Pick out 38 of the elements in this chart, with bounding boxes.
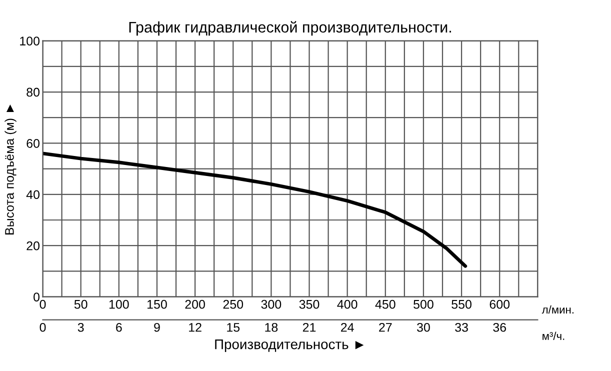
x-tick-label: 300 xyxy=(261,300,282,309)
x2-tick-label: 12 xyxy=(189,322,202,332)
x-axis-title: Производительность ► xyxy=(215,340,364,352)
x-tick-label: 400 xyxy=(337,300,358,309)
chart-title: График гидравлической производительности. xyxy=(129,21,451,36)
x2-tick-label: 3 xyxy=(78,322,84,332)
x2-tick-label: 33 xyxy=(455,322,468,332)
x2-tick-label: 27 xyxy=(379,322,392,332)
y-tick-label: 80 xyxy=(26,88,40,97)
x2-axis-title: м³/ч. xyxy=(542,332,564,340)
x2-tick-label: 15 xyxy=(227,323,240,332)
x2-tick-label: 9 xyxy=(154,322,160,332)
x-tick-label: 50 xyxy=(74,300,88,309)
x-tick-label: 450 xyxy=(375,300,396,309)
x2-tick-label: 24 xyxy=(341,322,354,332)
x2-tick-label: 36 xyxy=(493,322,506,332)
x2-tick-label: 6 xyxy=(116,322,122,332)
y-tick-label: 20 xyxy=(26,241,40,250)
x-tick-label: 200 xyxy=(185,300,205,309)
x-tick-label: 500 xyxy=(414,300,434,309)
y-tick-label: 60 xyxy=(26,139,40,148)
y-tick-label: 40 xyxy=(26,190,40,200)
y-tick-label: 100 xyxy=(20,36,40,46)
x-tick-label: 250 xyxy=(223,300,244,309)
x-tick-label: 150 xyxy=(148,300,167,309)
line-series xyxy=(42,152,468,268)
x-tick-label: 100 xyxy=(109,300,129,309)
x2-tick-label: 0 xyxy=(40,322,46,332)
text: л/мин. xyxy=(542,305,574,314)
y-axis-title: Высота подъёма (м) ► xyxy=(4,104,16,234)
x2-tick-label: 18 xyxy=(265,322,278,332)
x2-tick-label: 21 xyxy=(302,322,316,332)
x-tick-label: 0 xyxy=(40,300,46,309)
y-tick-label: 0 xyxy=(34,292,40,302)
x-tick-label: 550 xyxy=(452,300,472,309)
x-tick-label: 350 xyxy=(299,300,320,309)
x2-tick-label: 30 xyxy=(416,322,430,332)
x-tick-label: 600 xyxy=(490,300,510,309)
